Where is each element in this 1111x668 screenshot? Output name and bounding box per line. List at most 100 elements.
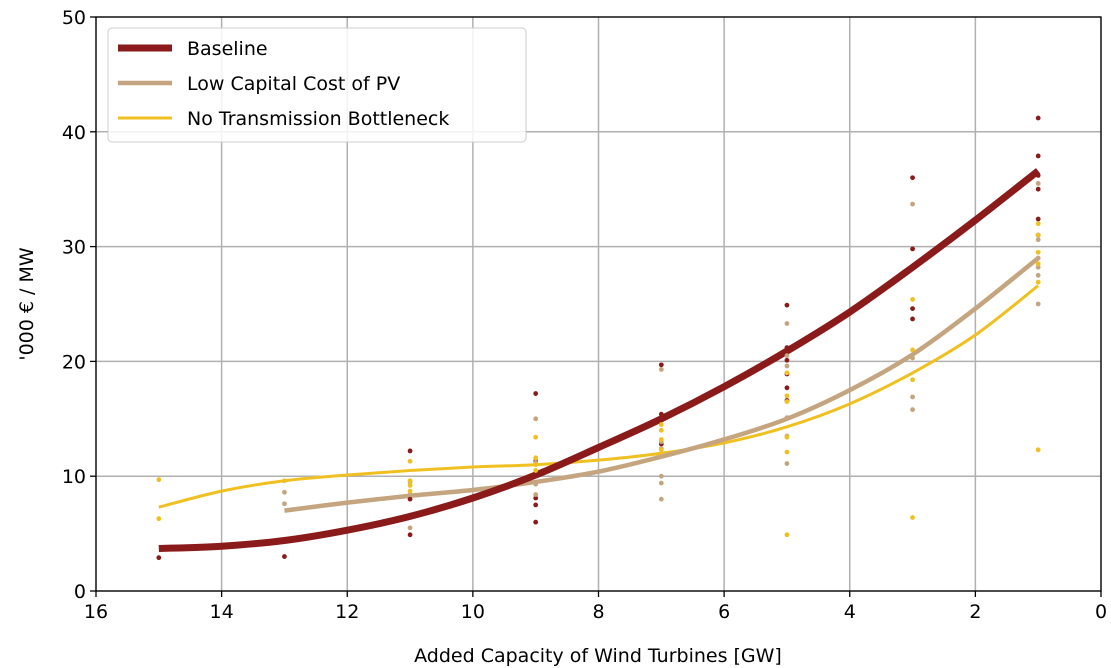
scatter-points	[156, 115, 1041, 561]
data-point-baseline	[1035, 115, 1041, 121]
data-point-baseline	[1035, 153, 1041, 159]
data-point-low-capital-cost-of-pv	[407, 492, 413, 497]
x-tick-label: 6	[718, 601, 730, 623]
data-point-baseline	[658, 411, 664, 417]
data-point-low-capital-cost-of-pv	[282, 501, 287, 507]
data-point-baseline	[910, 246, 915, 252]
fit-line-no-transmission-bottleneck	[158, 284, 1040, 509]
data-point-baseline	[156, 555, 162, 561]
data-point-no-transmission-bottleneck	[156, 477, 162, 483]
data-point-baseline	[784, 345, 790, 351]
data-point-low-capital-cost-of-pv	[658, 496, 664, 502]
data-point-baseline	[784, 357, 790, 363]
data-point-no-transmission-bottleneck	[658, 437, 664, 442]
legend-label: Low Capital Cost of PV	[187, 73, 400, 95]
data-point-no-transmission-bottleneck	[1035, 249, 1041, 255]
data-point-no-transmission-bottleneck	[533, 462, 539, 468]
data-point-no-transmission-bottleneck	[1035, 279, 1041, 285]
data-point-low-capital-cost-of-pv	[1035, 181, 1041, 186]
data-point-no-transmission-bottleneck	[910, 347, 915, 353]
data-point-low-capital-cost-of-pv	[658, 367, 664, 372]
data-point-low-capital-cost-of-pv	[658, 473, 664, 479]
data-point-low-capital-cost-of-pv	[784, 321, 790, 326]
data-point-baseline	[282, 554, 287, 559]
data-point-no-transmission-bottleneck	[533, 455, 539, 461]
data-point-baseline	[910, 316, 915, 322]
x-tick-label: 8	[592, 601, 604, 623]
data-point-baseline	[910, 306, 915, 311]
data-point-baseline	[533, 391, 539, 396]
data-point-no-transmission-bottleneck	[910, 377, 915, 383]
data-point-no-transmission-bottleneck	[784, 449, 790, 455]
data-point-baseline	[1035, 173, 1041, 178]
y-axis-label: '000 € / MW	[16, 247, 38, 360]
data-point-low-capital-cost-of-pv	[1035, 264, 1041, 270]
data-point-no-transmission-bottleneck	[784, 532, 790, 538]
data-point-no-transmission-bottleneck	[784, 393, 790, 399]
data-point-baseline	[407, 448, 413, 454]
data-point-baseline	[658, 416, 664, 422]
data-point-no-transmission-bottleneck	[1035, 232, 1041, 238]
x-axis-label: Added Capacity of Wind Turbines [GW]	[414, 645, 782, 667]
data-point-baseline	[784, 385, 790, 391]
data-point-low-capital-cost-of-pv	[784, 415, 790, 421]
data-point-low-capital-cost-of-pv	[533, 492, 539, 497]
data-point-baseline	[1035, 186, 1041, 192]
data-point-no-transmission-bottleneck	[784, 434, 790, 440]
y-tick-label: 0	[74, 581, 86, 603]
y-tick-label: 20	[62, 351, 86, 373]
data-point-baseline	[533, 495, 539, 501]
x-tick-label: 16	[84, 601, 108, 623]
data-point-low-capital-cost-of-pv	[658, 480, 664, 486]
data-point-no-transmission-bottleneck	[658, 447, 664, 453]
data-point-baseline	[407, 496, 413, 502]
y-tick-label: 10	[62, 466, 86, 488]
data-point-baseline	[1035, 216, 1041, 222]
data-point-low-capital-cost-of-pv	[784, 461, 790, 466]
data-point-no-transmission-bottleneck	[407, 478, 413, 484]
data-point-no-transmission-bottleneck	[407, 482, 413, 488]
data-point-baseline	[407, 532, 413, 538]
legend-label: Baseline	[187, 38, 268, 60]
data-point-no-transmission-bottleneck	[282, 478, 287, 484]
data-point-baseline	[533, 502, 539, 508]
data-point-low-capital-cost-of-pv	[1035, 255, 1041, 261]
x-tick-label: 0	[1095, 601, 1107, 623]
data-point-baseline	[533, 519, 539, 525]
y-tick-label: 50	[62, 7, 86, 29]
x-tick-label: 2	[969, 601, 981, 623]
data-point-no-transmission-bottleneck	[1035, 261, 1041, 267]
data-point-no-transmission-bottleneck	[910, 515, 915, 520]
y-tick-label: 40	[62, 122, 86, 144]
x-tick-label: 12	[335, 601, 359, 623]
data-point-low-capital-cost-of-pv	[1035, 237, 1041, 243]
x-tick-label: 10	[461, 601, 485, 623]
data-point-low-capital-cost-of-pv	[910, 407, 915, 413]
data-point-no-transmission-bottleneck	[533, 434, 539, 440]
data-point-baseline	[910, 175, 915, 181]
data-point-low-capital-cost-of-pv	[282, 489, 287, 495]
data-point-low-capital-cost-of-pv	[784, 353, 790, 359]
data-point-low-capital-cost-of-pv	[1035, 272, 1041, 278]
data-point-no-transmission-bottleneck	[1035, 447, 1041, 453]
data-point-low-capital-cost-of-pv	[533, 416, 539, 422]
data-point-baseline	[784, 302, 790, 308]
y-tick-label: 30	[62, 237, 86, 259]
data-point-low-capital-cost-of-pv	[407, 525, 413, 531]
data-point-no-transmission-bottleneck	[784, 370, 790, 376]
data-point-no-transmission-bottleneck	[658, 422, 664, 427]
data-point-no-transmission-bottleneck	[533, 468, 539, 473]
data-point-no-transmission-bottleneck	[407, 458, 413, 464]
data-point-low-capital-cost-of-pv	[910, 355, 915, 361]
legend-box	[107, 27, 527, 143]
legend-label: No Transmission Bottleneck	[187, 108, 449, 130]
x-tick-label: 4	[844, 601, 856, 623]
data-point-low-capital-cost-of-pv	[784, 363, 790, 369]
data-point-low-capital-cost-of-pv	[910, 201, 915, 207]
data-point-low-capital-cost-of-pv	[533, 481, 539, 487]
x-tick-label: 14	[210, 601, 234, 623]
data-point-low-capital-cost-of-pv	[1035, 301, 1041, 307]
data-point-low-capital-cost-of-pv	[910, 394, 915, 400]
